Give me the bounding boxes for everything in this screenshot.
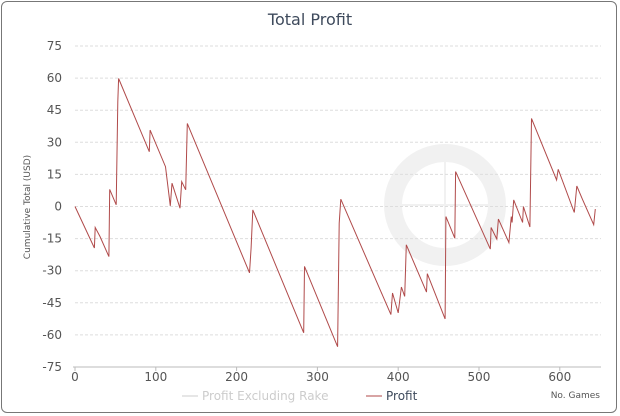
legend-label: Profit xyxy=(386,389,418,403)
y-tick-label: -45 xyxy=(42,296,62,310)
x-tick-label: 200 xyxy=(225,370,248,384)
legend-label: Profit Excluding Rake xyxy=(202,389,328,403)
x-tick-label: 100 xyxy=(144,370,167,384)
y-tick-label: -60 xyxy=(42,328,62,342)
y-tick-label: 0 xyxy=(54,200,62,214)
x-tick-label: 0 xyxy=(71,370,79,384)
x-tick-label: 600 xyxy=(548,370,571,384)
x-axis-label: No. Games xyxy=(551,391,601,401)
series-line-profit xyxy=(74,78,596,347)
x-tick-label: 300 xyxy=(306,370,329,384)
y-tick-label: 75 xyxy=(47,39,62,53)
x-tick-label: 500 xyxy=(468,370,491,384)
chart-title: Total Profit xyxy=(267,10,352,29)
x-tick-label: 400 xyxy=(387,370,410,384)
y-tick-label: -75 xyxy=(42,360,62,374)
y-tick-label: 45 xyxy=(47,103,62,117)
y-tick-label: 60 xyxy=(47,71,62,85)
legend-item-profit-excluding-rake[interactable]: Profit Excluding Rake xyxy=(182,389,328,403)
y-tick-label: 30 xyxy=(47,135,62,149)
y-tick-label: 15 xyxy=(47,167,62,181)
legend-item-profit[interactable]: Profit xyxy=(366,389,418,403)
y-tick-label: -30 xyxy=(42,264,62,278)
y-axis-label: Cumulative Total (USD) xyxy=(23,155,33,259)
sharkscope-watermark-logo xyxy=(384,144,506,266)
y-tick-label: -15 xyxy=(42,232,62,246)
